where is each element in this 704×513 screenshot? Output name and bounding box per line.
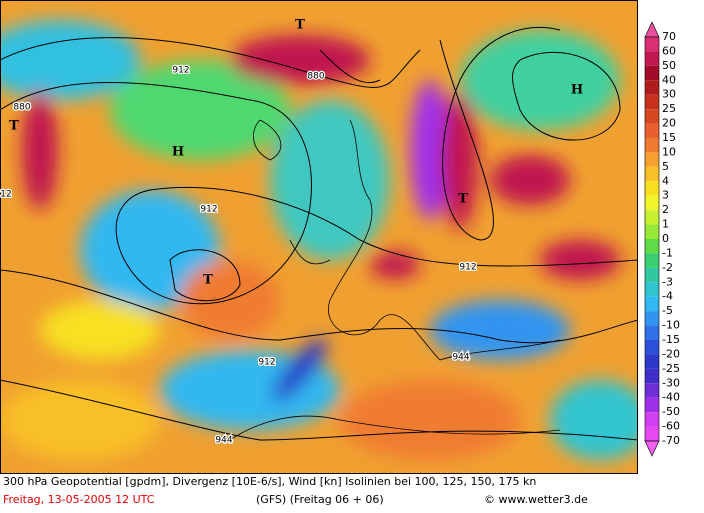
legend-label: 40 xyxy=(662,73,676,86)
legend-swatch xyxy=(645,296,659,312)
legend-label: -70 xyxy=(662,434,680,447)
legend-swatch xyxy=(645,325,659,340)
legend-label: -20 xyxy=(662,347,680,360)
legend-label: -5 xyxy=(662,304,673,317)
pressure-center: T xyxy=(295,18,305,33)
legend-label: 1 xyxy=(662,218,669,231)
legend-swatch xyxy=(645,123,659,138)
legend-label: -30 xyxy=(662,376,680,389)
legend-label: 60 xyxy=(662,44,676,57)
legend-swatch xyxy=(645,94,659,110)
legend-swatch xyxy=(645,37,659,52)
legend-arrow-bottom xyxy=(644,440,660,457)
legend-label: -3 xyxy=(662,275,673,288)
footer-copyright: © www.wetter3.de xyxy=(484,493,588,506)
pressure-center: H xyxy=(571,83,583,98)
contour-label: 880 xyxy=(307,72,324,82)
legend-label: 30 xyxy=(662,88,676,101)
legend-label: -4 xyxy=(662,290,673,303)
legend-swatch xyxy=(645,426,659,441)
legend-swatch xyxy=(645,282,659,297)
legend-label: -1 xyxy=(662,246,673,259)
contour-label: 912 xyxy=(459,263,476,273)
legend-label: -40 xyxy=(662,391,680,404)
legend-label: 50 xyxy=(662,59,676,72)
legend-label: -15 xyxy=(662,333,680,346)
map-frame xyxy=(0,0,638,474)
legend-label: 20 xyxy=(662,117,676,130)
pressure-center: T xyxy=(203,273,213,288)
legend-label: -10 xyxy=(662,319,680,332)
legend-swatch xyxy=(645,253,659,268)
legend-swatch xyxy=(645,181,659,196)
legend-swatch xyxy=(645,210,659,225)
legend-label: 3 xyxy=(662,189,669,202)
map-field xyxy=(0,0,638,474)
legend-label: 5 xyxy=(662,160,669,173)
legend-swatch xyxy=(645,65,659,81)
legend-swatch xyxy=(645,368,659,384)
contour-label: 944 xyxy=(215,436,232,446)
legend-label: 4 xyxy=(662,174,669,187)
contour-label: 12 xyxy=(0,190,11,200)
contour-label: 944 xyxy=(452,353,469,363)
legend-swatch xyxy=(645,80,659,95)
legend-swatch xyxy=(645,311,659,326)
coastlines xyxy=(229,119,561,441)
pressure-center: T xyxy=(9,119,19,134)
legend-swatch xyxy=(645,51,659,66)
legend-swatch xyxy=(645,267,659,283)
contour-label: 912 xyxy=(172,66,189,76)
legend-swatch xyxy=(645,412,659,427)
pressure-center: H xyxy=(172,145,184,160)
pressure-center: T xyxy=(458,192,468,207)
legend-swatch xyxy=(645,109,659,124)
legend-swatch xyxy=(645,383,659,398)
legend-label: 25 xyxy=(662,102,676,115)
legend-label: 15 xyxy=(662,131,676,144)
legend-label: -25 xyxy=(662,362,680,375)
legend-swatch xyxy=(645,195,659,211)
legend-arrow-top xyxy=(644,21,660,38)
legend-swatch xyxy=(645,397,659,413)
legend-swatch xyxy=(645,138,659,153)
legend-swatch xyxy=(645,166,659,182)
contour-label: 880 xyxy=(13,103,30,113)
contour-label: 912 xyxy=(200,205,217,215)
legend-swatch xyxy=(645,224,659,239)
legend-frame xyxy=(644,36,660,442)
legend-label: 10 xyxy=(662,145,676,158)
legend-swatch xyxy=(645,152,659,167)
legend-label: -50 xyxy=(662,405,680,418)
legend-label: -60 xyxy=(662,420,680,433)
contour-label: 912 xyxy=(258,358,275,368)
legend-swatch xyxy=(645,239,659,254)
contours xyxy=(0,26,638,441)
footer-description: 300 hPa Geopotential [gpdm], Divergenz [… xyxy=(3,475,536,488)
legend-label: -2 xyxy=(662,261,673,274)
footer-model: (GFS) (Freitag 06 + 06) xyxy=(256,493,384,506)
legend-label: 70 xyxy=(662,30,676,43)
legend-swatch xyxy=(645,340,659,355)
footer-date: Freitag, 13-05-2005 12 UTC xyxy=(3,493,155,506)
legend-label: 2 xyxy=(662,203,669,216)
legend-swatch xyxy=(645,354,659,369)
legend-label: 0 xyxy=(662,232,669,245)
